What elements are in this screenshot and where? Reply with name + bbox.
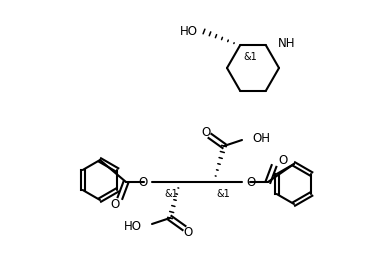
Text: OH: OH [252, 132, 270, 144]
Text: O: O [139, 175, 148, 189]
Text: &1: &1 [164, 189, 178, 199]
Text: &1: &1 [216, 189, 230, 199]
Text: O: O [183, 225, 193, 239]
Text: NH: NH [278, 37, 296, 50]
Text: HO: HO [180, 25, 198, 38]
Text: &1: &1 [243, 52, 257, 62]
Text: O: O [110, 197, 120, 211]
Text: O: O [202, 126, 210, 139]
Text: O: O [246, 175, 255, 189]
Text: HO: HO [124, 220, 142, 232]
Text: O: O [278, 154, 287, 168]
